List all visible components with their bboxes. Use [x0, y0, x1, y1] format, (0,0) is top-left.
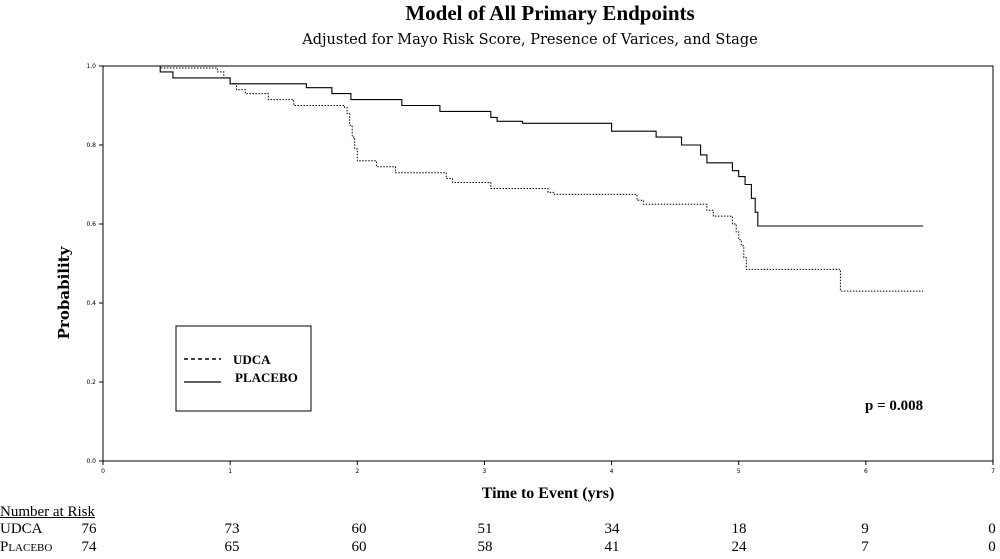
risk-count: 60	[351, 521, 367, 537]
p-value-annotation: p = 0.008	[865, 398, 923, 414]
risk-row-placebo: Placebo 74 65 60 58 41 24 7 0	[0, 539, 1000, 559]
x-axis-label: Time to Event (yrs)	[482, 485, 615, 502]
risk-count: 41	[604, 539, 620, 555]
chart-title: Model of All Primary Endpoints	[405, 1, 694, 25]
x-tick-label: 4	[610, 468, 614, 475]
risk-row-label: Placebo	[0, 539, 53, 555]
risk-count: 9	[861, 521, 869, 537]
survival-curves	[103, 65, 924, 292]
risk-count: 76	[81, 521, 97, 537]
y-tick-label: 0.2	[86, 379, 96, 386]
risk-count: 24	[731, 539, 747, 555]
y-axis-label: Probability	[55, 245, 73, 339]
x-tick-label: 7	[991, 468, 995, 475]
legend: UDCA PLACEBO	[175, 325, 312, 412]
curve-udca	[103, 65, 924, 292]
legend-udca-label: UDCA	[233, 352, 271, 367]
risk-count: 73	[224, 521, 240, 537]
x-tick-label: 6	[864, 468, 868, 475]
chart-subtitle: Adjusted for Mayo Risk Score, Presence o…	[301, 32, 757, 48]
risk-count: 51	[477, 521, 493, 537]
x-axis-ticks: 0 1 2 3 4 5 6 7	[101, 461, 995, 475]
risk-table-title: Number at Risk	[0, 504, 95, 520]
risk-count: 58	[477, 539, 493, 555]
risk-row-udca: UDCA 76 73 60 51 34 18 9 0	[0, 521, 1000, 541]
x-tick-label: 3	[483, 468, 487, 475]
risk-count: 0	[988, 521, 996, 537]
risk-count: 7	[861, 539, 869, 555]
legend-placebo-label: PLACEBO	[235, 370, 298, 385]
x-tick-label: 2	[355, 468, 359, 475]
risk-row-label: UDCA	[0, 521, 43, 537]
y-tick-label: 1.0	[86, 63, 96, 70]
curve-placebo	[103, 65, 924, 227]
risk-count: 0	[988, 539, 996, 555]
risk-count: 65	[224, 539, 240, 555]
risk-count: 60	[351, 539, 367, 555]
legend-box	[175, 325, 312, 412]
x-tick-label: 0	[101, 468, 105, 475]
y-tick-label: 0.4	[86, 300, 96, 307]
y-tick-label: 0.8	[86, 142, 96, 149]
risk-count: 74	[81, 539, 97, 555]
y-tick-label: 0.0	[86, 458, 96, 465]
plot-frame	[102, 65, 994, 462]
survival-chart: Model of All Primary Endpoints Adjusted …	[55, 1, 995, 502]
x-tick-label: 1	[228, 468, 232, 475]
y-axis-ticks: 0.0 0.2 0.4 0.6 0.8 1.0	[86, 63, 103, 465]
risk-count: 34	[604, 521, 620, 537]
x-tick-label: 5	[737, 468, 741, 475]
risk-count: 18	[731, 521, 747, 537]
y-tick-label: 0.6	[86, 221, 96, 228]
